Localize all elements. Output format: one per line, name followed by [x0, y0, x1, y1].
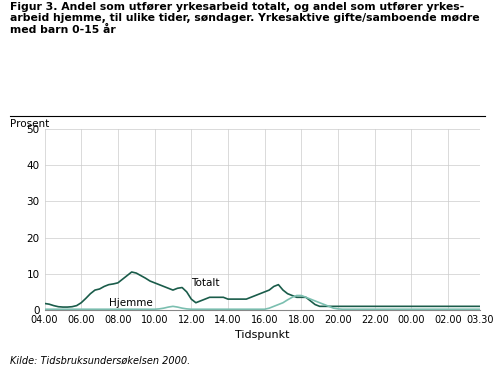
Text: Figur 3. Andel som utfører yrkesarbeid totalt, og andel som utfører yrkes-
arbei: Figur 3. Andel som utfører yrkesarbeid t…	[10, 2, 480, 35]
X-axis label: Tidspunkt: Tidspunkt	[235, 330, 290, 340]
Text: Totalt: Totalt	[191, 279, 220, 289]
Text: Hjemme: Hjemme	[109, 298, 152, 308]
Text: Kilde: Tidsbruksundersøkelsen 2000.: Kilde: Tidsbruksundersøkelsen 2000.	[10, 355, 190, 365]
Text: Prosent: Prosent	[10, 119, 49, 129]
